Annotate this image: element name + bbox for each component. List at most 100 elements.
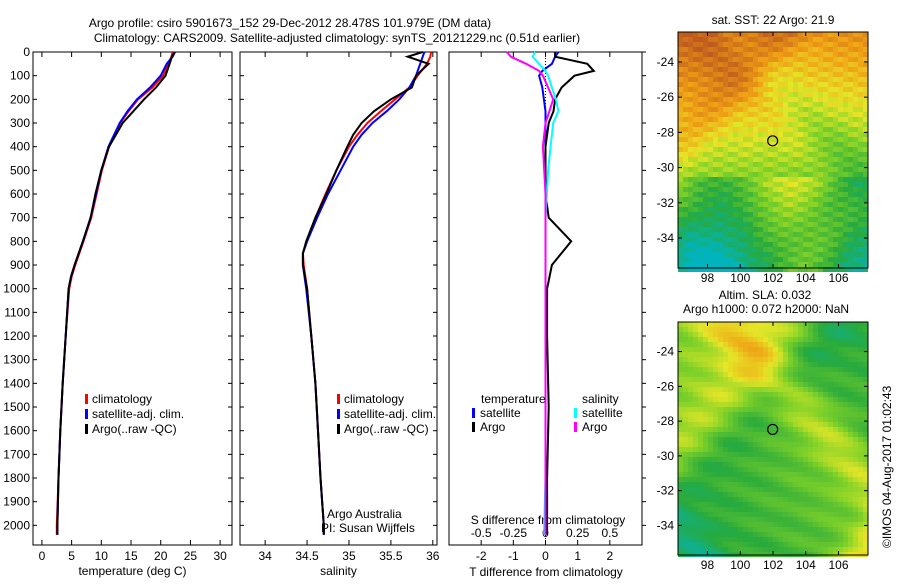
sst-map-cell: [783, 67, 788, 72]
diff-legend-swatch: [472, 422, 475, 432]
sla-map-cell: [773, 367, 778, 372]
sst-map-cell: [838, 102, 843, 107]
sla-map-cell: [853, 352, 858, 357]
sla-map-cell: [733, 407, 738, 412]
temperature-xtick-label: 25: [184, 549, 198, 563]
sla-map-cell: [733, 392, 738, 397]
sla-map-cell: [798, 512, 803, 517]
sst-map-cell: [713, 242, 718, 247]
sla-map-cell: [733, 357, 738, 362]
sla-map-cell: [698, 442, 703, 447]
sst-map-cell: [728, 152, 733, 157]
sla-map-cell: [853, 467, 858, 472]
sst-map-ytick-label: -34: [657, 231, 675, 245]
sst-map-cell: [858, 152, 863, 157]
sst-map-cell: [708, 237, 713, 242]
sla-map-cell: [698, 462, 703, 467]
sst-map-cell: [743, 32, 748, 37]
sla-map-cell: [753, 522, 758, 527]
sla-map-cell: [848, 372, 853, 377]
sst-map-cell: [848, 142, 853, 147]
sla-map-cell: [768, 427, 773, 432]
sst-map-cell: [778, 57, 783, 62]
sla-map-cell: [828, 537, 833, 542]
sst-map-cell: [733, 37, 738, 42]
sla-map-cell: [833, 417, 838, 422]
sla-map-cell: [813, 372, 818, 377]
sst-map-cell: [833, 227, 838, 232]
sst-map-cell: [753, 117, 758, 122]
sst-map-cell: [763, 232, 768, 237]
sst-map-cell: [688, 67, 693, 72]
sla-map-cell: [738, 507, 743, 512]
sst-map-cell: [703, 37, 708, 42]
sla-map-cell: [843, 462, 848, 467]
sla-map-cell: [743, 447, 748, 452]
sla-map-cell: [688, 527, 693, 532]
sst-map-cell: [738, 122, 743, 127]
sst-map-cell: [803, 182, 808, 187]
sla-map-cell: [813, 452, 818, 457]
sla-map-cell: [748, 502, 753, 507]
sla-map-cell: [693, 527, 698, 532]
sla-map-cell: [733, 452, 738, 457]
sla-map-cell: [703, 322, 708, 327]
sla-map-cell: [858, 347, 863, 352]
sst-map-cell: [688, 97, 693, 102]
sst-map-cell: [823, 167, 828, 172]
sla-map-cell: [698, 452, 703, 457]
sst-map-cell: [678, 132, 683, 137]
sst-map-cell: [863, 52, 868, 57]
sst-map-cell: [763, 67, 768, 72]
sst-map-cell: [863, 102, 868, 107]
sst-map-cell: [843, 247, 848, 252]
sla-map-cell: [783, 412, 788, 417]
sst-map-cell: [823, 32, 828, 37]
sla-map-cell: [713, 422, 718, 427]
sst-map-cell: [733, 212, 738, 217]
sst-map-xtick-label: 98: [701, 271, 715, 285]
sst-map-cell: [728, 122, 733, 127]
sst-map-cell: [723, 47, 728, 52]
sst-map-cell: [798, 192, 803, 197]
sst-map-cell: [768, 227, 773, 232]
sla-map-cell: [853, 532, 858, 537]
sla-map-cell: [833, 352, 838, 357]
sst-map-cell: [768, 247, 773, 252]
sla-map-cell: [703, 492, 708, 497]
sla-map-cell: [703, 522, 708, 527]
sla-map-cell: [793, 322, 798, 327]
sla-map-cell: [848, 447, 853, 452]
sst-map-cell: [793, 152, 798, 157]
sla-map-cell: [768, 482, 773, 487]
sla-map-cell: [738, 482, 743, 487]
sla-map-cell: [823, 532, 828, 537]
sst-map-cell: [723, 247, 728, 252]
sla-map-cell: [778, 377, 783, 382]
sla-map-cell: [693, 532, 698, 537]
sla-map-cell: [718, 487, 723, 492]
sla-map-cell: [753, 412, 758, 417]
sst-map-cell: [718, 52, 723, 57]
sla-map-cell: [778, 532, 783, 537]
sst-map-cell: [753, 137, 758, 142]
sst-map-cell: [818, 142, 823, 147]
sla-map-cell: [818, 447, 823, 452]
salinity-legend-label: climatology: [344, 392, 404, 406]
sla-map-cell: [773, 382, 778, 387]
sst-map-cell: [763, 252, 768, 257]
sst-map-cell: [828, 187, 833, 192]
sla-map-cell: [698, 402, 703, 407]
salinity-series-argo-raw-qc-: [301, 51, 431, 535]
sst-map-cell: [783, 202, 788, 207]
sla-map-cell: [738, 497, 743, 502]
sla-map-cell: [688, 487, 693, 492]
sla-map-cell: [723, 507, 728, 512]
depth-tick-label: 1500: [3, 400, 30, 414]
sst-map-cell: [848, 122, 853, 127]
sla-map-cell: [833, 532, 838, 537]
sst-map-cell: [708, 122, 713, 127]
sst-map-cell: [798, 102, 803, 107]
sst-map-cell: [743, 82, 748, 87]
sla-map-cell: [733, 387, 738, 392]
